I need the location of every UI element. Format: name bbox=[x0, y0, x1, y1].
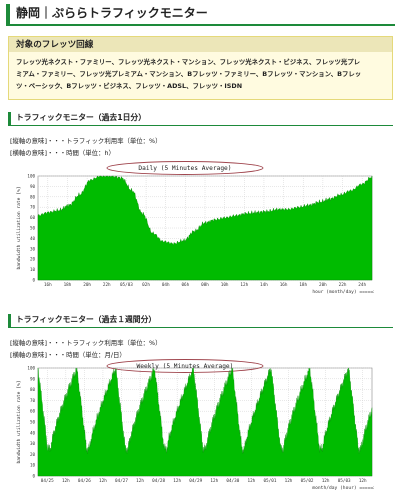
daily-traffic-area bbox=[37, 175, 373, 281]
x-tick-label: 16h bbox=[44, 282, 52, 288]
target-lines-text: ミアム・ファミリー、フレッツ光プレミアム・マンション、Bフレッツ・ファミリー、B… bbox=[16, 70, 362, 78]
weekly-x-axis-note: [横軸の意味]・・・時間（単位：月/日） bbox=[10, 351, 126, 359]
x-tick-label: 12h bbox=[248, 478, 256, 484]
x-tick-label: 12h bbox=[173, 478, 181, 484]
x-tick-label: 08h bbox=[201, 282, 209, 288]
x-tick-label: 22h bbox=[339, 282, 347, 288]
weekly-section-title: トラフィックモニター（過去１週間分） bbox=[8, 314, 393, 328]
chart-title: Weekly (5 Minutes Average) bbox=[137, 363, 234, 370]
weekly-y-axis-note: [縦軸の意味]・・・トラフィック利用率（単位：%） bbox=[10, 339, 162, 347]
x-tick-label: 04/26 bbox=[78, 478, 91, 484]
x-tick-label: 12h bbox=[62, 478, 70, 484]
y-tick-label: 100 bbox=[27, 366, 35, 371]
y-tick-label: 80 bbox=[30, 194, 36, 199]
x-tick-label: 20h bbox=[319, 282, 327, 288]
target-lines-list: フレッツ光ネクスト・ファミリー、フレッツ光ネクスト・マンション、フレッツ光ネクス… bbox=[9, 52, 392, 92]
x-tick-label: 05/01 bbox=[263, 478, 276, 484]
y-tick-label: 70 bbox=[30, 398, 36, 403]
y-axis-label: bandwidth utilization rate [%] bbox=[16, 187, 22, 270]
y-tick-label: 80 bbox=[30, 387, 36, 392]
target-lines-text: ツ・ベーシック、Bフレッツ・ビジネス、フレッツ・ADSL、フレッツ・ISDN bbox=[16, 82, 243, 90]
y-axis-label: bandwidth utilization rate [%] bbox=[16, 381, 22, 464]
x-tick-label: 12h bbox=[285, 478, 293, 484]
y-tick-label: 70 bbox=[30, 205, 36, 210]
y-tick-label: 90 bbox=[30, 184, 36, 189]
x-tick-label: 12h bbox=[322, 478, 330, 484]
y-tick-label: 40 bbox=[30, 430, 36, 435]
x-tick-label: 12h bbox=[99, 478, 107, 484]
x-tick-label: 06h bbox=[181, 282, 189, 288]
x-tick-label: 12h bbox=[210, 478, 218, 484]
x-tick-label: 12h bbox=[359, 478, 367, 484]
y-tick-label: 30 bbox=[30, 441, 36, 446]
y-tick-label: 100 bbox=[27, 174, 35, 179]
x-tick-label: 16h bbox=[280, 282, 288, 288]
y-tick-label: 50 bbox=[30, 420, 36, 425]
x-tick-label: 05/03 bbox=[338, 478, 351, 484]
x-tick-label: 10h bbox=[221, 282, 229, 288]
target-lines-box: 対象のフレッツ回線 フレッツ光ネクスト・ファミリー、フレッツ光ネクスト・マンショ… bbox=[8, 36, 393, 100]
x-tick-label: 18h bbox=[64, 282, 72, 288]
x-tick-label: 24h bbox=[358, 282, 366, 288]
x-tick-label: 05/03 bbox=[120, 282, 133, 288]
x-tick-label: 04/25 bbox=[41, 478, 54, 484]
x-tick-label: 04/28 bbox=[152, 478, 165, 484]
x-tick-label: 02h bbox=[142, 282, 150, 288]
chart-title-oval bbox=[106, 359, 264, 373]
y-tick-label: 60 bbox=[30, 409, 36, 414]
daily-y-axis-note: [縦軸の意味]・・・トラフィック利用率（単位：%） bbox=[10, 137, 162, 145]
x-tick-label: 05/02 bbox=[301, 478, 314, 484]
y-tick-label: 10 bbox=[30, 463, 36, 468]
x-tick-label: 14h bbox=[260, 282, 268, 288]
page-title: 静岡｜ぷららトラフィックモニター bbox=[6, 4, 395, 26]
y-tick-label: 60 bbox=[30, 215, 36, 220]
x-axis-label: month/day (hour) =====> bbox=[312, 485, 374, 491]
y-tick-label: 0 bbox=[32, 278, 35, 283]
target-lines-text: フレッツ光ネクスト・ファミリー、フレッツ光ネクスト・マンション、フレッツ光ネクス… bbox=[16, 58, 361, 66]
y-tick-label: 20 bbox=[30, 452, 36, 457]
x-tick-label: 12h bbox=[136, 478, 144, 484]
y-tick-label: 30 bbox=[30, 246, 36, 251]
x-tick-label: 04/30 bbox=[226, 478, 239, 484]
x-tick-label: 22h bbox=[103, 282, 111, 288]
y-tick-label: 40 bbox=[30, 236, 36, 241]
daily-x-axis-note: [横軸の意味]・・・時間（単位：h） bbox=[10, 149, 115, 157]
x-tick-label: 18h bbox=[299, 282, 307, 288]
daily-section-title: トラフィックモニター（過去1日分） bbox=[8, 112, 393, 126]
x-tick-label: 04h bbox=[162, 282, 170, 288]
y-tick-label: 0 bbox=[32, 474, 35, 479]
y-tick-label: 20 bbox=[30, 257, 36, 262]
y-tick-label: 90 bbox=[30, 376, 36, 381]
x-tick-label: 20h bbox=[83, 282, 91, 288]
target-lines-title: 対象のフレッツ回線 bbox=[9, 37, 392, 52]
chart-title-oval bbox=[106, 161, 264, 175]
chart-title: Daily (5 Minutes Average) bbox=[138, 165, 231, 172]
x-tick-label: 04/27 bbox=[115, 478, 128, 484]
weekly-traffic-area bbox=[37, 367, 373, 477]
x-tick-label: 12h bbox=[240, 282, 248, 288]
x-tick-label: 04/29 bbox=[189, 478, 202, 484]
y-tick-label: 50 bbox=[30, 226, 36, 231]
x-axis-label: hour (month/day) =====> bbox=[312, 289, 374, 295]
y-tick-label: 10 bbox=[30, 267, 36, 272]
